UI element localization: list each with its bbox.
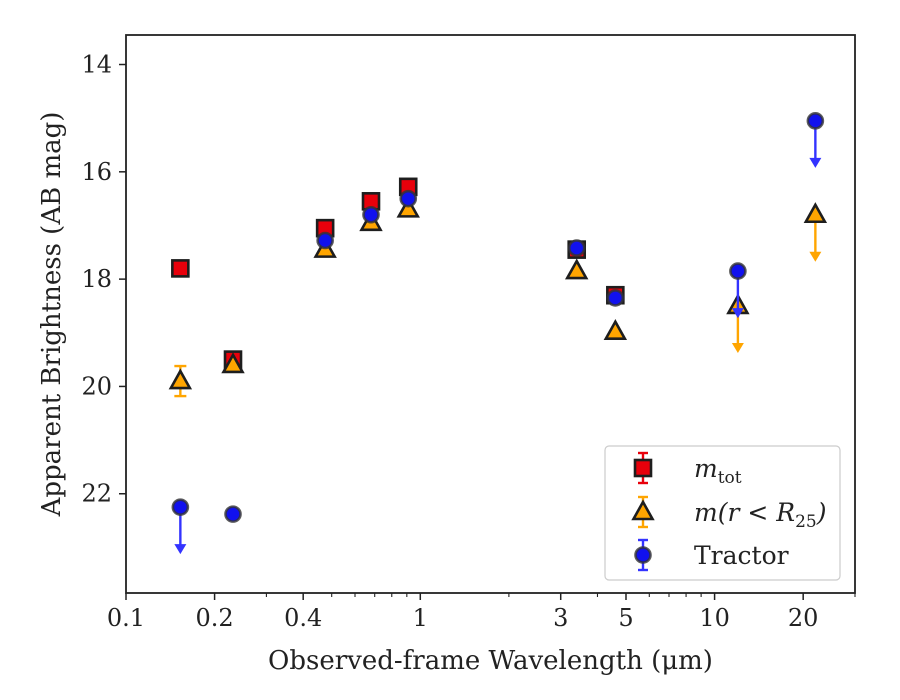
legend-box: [604, 445, 841, 581]
x-tick-label: 0.4: [284, 604, 322, 632]
legend-label-main: m(r < R: [694, 498, 795, 527]
y-tick-label: 14: [81, 51, 112, 79]
upper-limit-arrowhead: [174, 544, 187, 555]
data-point-circle: [806, 112, 825, 130]
data-point-circle: [362, 205, 380, 224]
data-point-triangle: [396, 196, 420, 218]
plot-frame: [125, 34, 856, 594]
data-point-circle: [729, 262, 747, 280]
legend-label: mtot: [694, 454, 742, 488]
upper-limit-arrowhead: [809, 157, 822, 168]
x-tick-label: 1: [413, 604, 428, 632]
legend-marker-square: [633, 458, 653, 478]
data-point-circle: [171, 498, 190, 516]
legend-label: Tractor: [694, 541, 789, 570]
data-point-circle: [399, 189, 418, 208]
x-tick-label: 3: [553, 604, 568, 632]
y-tick-label: 18: [81, 265, 112, 293]
data-point-triangle: [168, 368, 193, 390]
legend: mtot m(r < R25) Tractor: [604, 445, 841, 581]
legend-label-sub: 25: [795, 512, 817, 532]
data-point-square: [171, 259, 190, 278]
y-tick-label: 20: [81, 372, 112, 400]
upper-limit-arrowhead: [731, 308, 744, 319]
data-point-circle: [606, 289, 625, 307]
legend-label-tail: ): [816, 498, 827, 527]
series-circle: [171, 112, 825, 555]
data-point-circle: [224, 505, 242, 523]
legend-marker-triangle: [631, 499, 655, 521]
upper-limit-arrowhead: [809, 251, 822, 262]
legend-marker-circle: [634, 546, 652, 564]
x-tick-label: 0.1: [107, 604, 145, 632]
x-tick-label: 5: [618, 604, 633, 632]
legend-label-main: Tractor: [694, 541, 789, 570]
data-point-circle: [567, 239, 586, 257]
y-tick-label: 22: [81, 480, 112, 508]
legend-label-sub: tot: [718, 468, 742, 488]
x-tick-label: 0.2: [196, 604, 234, 632]
data-point-triangle: [803, 202, 828, 224]
legend-entries: mtot m(r < R25) Tractor: [631, 451, 826, 572]
data-point-triangle: [603, 319, 628, 341]
series-triangle: [168, 196, 828, 398]
legend-label: m(r < R25): [694, 498, 826, 532]
data-point-triangle: [564, 258, 589, 280]
y-axis-label: Apparent Brightness (AB mag): [37, 112, 67, 518]
y-tick-label: 16: [81, 158, 112, 186]
data-point-triangle: [221, 352, 245, 374]
x-tick-label: 10: [699, 604, 730, 632]
data-point-circle: [316, 231, 334, 250]
data-points: [168, 112, 828, 555]
x-axis-label: Observed-frame Wavelength (μm): [268, 646, 713, 676]
upper-limit-arrowhead: [731, 342, 744, 353]
legend-label-main: m: [694, 454, 718, 483]
axis-ticks: 0.1 0.2 0.4 1 3 5 10 20 14 16 18 20 22: [81, 51, 856, 632]
x-tick-label: 20: [788, 604, 819, 632]
